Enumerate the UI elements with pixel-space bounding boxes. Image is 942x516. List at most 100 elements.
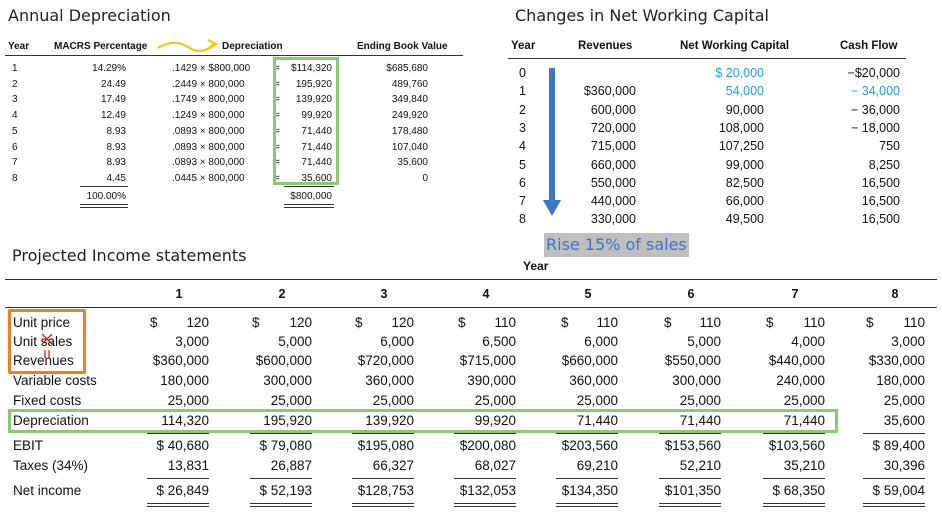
income-cell: 110 — [803, 315, 825, 330]
income-cell: $ 68,350 — [772, 483, 825, 498]
income-cell: $ 89,400 — [872, 438, 925, 453]
income-row-label: Taxes (34%) — [13, 458, 89, 473]
macrs-eq-cell: = — [274, 141, 280, 153]
depreciation-subtotal-rule — [147, 433, 209, 434]
income-row-label: Net income — [13, 483, 82, 498]
macrs-eq-cell: = — [274, 63, 280, 74]
income-cell: 69,210 — [576, 458, 618, 473]
nwc-value-cell: 107,250 — [718, 139, 764, 154]
income-cell: $720,000 — [357, 353, 414, 368]
income-year-col: 3 — [380, 287, 388, 301]
income-cell: $330,000 — [868, 353, 925, 368]
taxes-subtotal-rule — [659, 478, 721, 479]
macrs-formula-cell: .2449 × 800,000 — [172, 78, 245, 90]
macrs-ebv-cell: 349,840 — [391, 94, 428, 106]
income-cell: $600,000 — [255, 353, 312, 368]
income-year-col: 8 — [891, 287, 899, 301]
depreciation-subtotal-rule — [863, 433, 925, 434]
depreciation-row-highlight-box — [8, 409, 838, 433]
macrs-year-cell: 8 — [12, 172, 18, 184]
income-cell: $ 59,004 — [872, 483, 925, 498]
income-cell: 25,000 — [883, 393, 925, 408]
income-row-label: EBIT — [13, 438, 44, 453]
nwc-year-cell: 1 — [519, 84, 526, 99]
nwc-year-cell: 5 — [519, 157, 526, 172]
net-income-double-rule — [454, 503, 516, 507]
nwc-year-cell: 6 — [519, 175, 526, 190]
macrs-pct-cell: 4.45 — [106, 172, 126, 184]
macrs-year-cell: 4 — [12, 110, 18, 122]
depreciation-subtotal-rule — [352, 433, 414, 434]
income-year-col: 6 — [687, 287, 695, 301]
macrs-pct-cell: 8.93 — [106, 157, 126, 169]
dollar-sign: $ — [561, 315, 569, 330]
nwc-cf-cell: −$20,000 — [847, 66, 900, 80]
macrs-eq-cell: = — [274, 110, 280, 122]
nwc-title: Changes in Net Working Capital — [515, 6, 769, 25]
macrs-dep-cell: $114,320 — [291, 63, 332, 74]
income-cell: 71,440 — [576, 413, 618, 428]
macrs-ebv-cell: 35,600 — [397, 157, 428, 169]
income-row-label: Revenues — [13, 353, 74, 368]
nwc-value-cell: 82,500 — [725, 175, 764, 190]
macrs-dep-cell: 71,440 — [301, 125, 332, 137]
macrs-formula-cell: .0445 × 800,000 — [172, 172, 245, 184]
income-cell: $200,080 — [459, 438, 516, 453]
macrs-formula-cell: .1429 × $800,000 — [172, 63, 251, 74]
net-income-double-rule — [763, 503, 825, 507]
income-year-col: 2 — [278, 287, 286, 301]
income-cell: 6,500 — [482, 334, 516, 349]
macrs-pct-cell: 12.49 — [100, 110, 126, 122]
macrs-ebv-cell: 107,040 — [391, 141, 428, 153]
nwc-value-cell: 99,000 — [725, 157, 764, 172]
income-cell: 99,920 — [474, 413, 516, 428]
income-cell: $715,000 — [459, 353, 516, 368]
depreciation-subtotal-rule — [763, 433, 825, 434]
net-income-double-rule — [250, 503, 312, 507]
depreciation-subtotal-rule — [454, 433, 516, 434]
income-cell: 110 — [596, 315, 618, 330]
income-cell: $ 26,849 — [156, 483, 209, 498]
income-cell: 6,000 — [584, 334, 618, 349]
nwc-rev-cell: 660,000 — [590, 157, 636, 172]
nwc-rev-cell: 715,000 — [590, 139, 636, 154]
dollar-sign: $ — [664, 315, 672, 330]
nwc-cf-cell: 16,500 — [861, 194, 900, 209]
dollar-sign: $ — [766, 315, 774, 330]
macrs-header-pct: MACRS Percentage — [54, 41, 148, 52]
macrs-pct-cell: 17.49 — [100, 94, 126, 106]
income-cell: 180,000 — [160, 373, 209, 388]
income-top-rule — [5, 279, 937, 280]
macrs-year-cell: 7 — [12, 157, 18, 169]
nwc-cf-cell: 750 — [879, 139, 900, 154]
nwc-value-cell: 90,000 — [725, 102, 764, 117]
macrs-dep-cell: 139,920 — [295, 94, 332, 106]
income-year-label: Year — [523, 259, 549, 273]
nwc-cf-cell: 16,500 — [861, 212, 900, 227]
income-cell: $ 52,193 — [259, 483, 312, 498]
income-cell: 25,000 — [783, 393, 825, 408]
income-cell: 114,320 — [161, 413, 209, 428]
income-title: Projected Income statements — [12, 246, 247, 265]
income-cell: 25,000 — [270, 393, 312, 408]
macrs-header-dep: Depreciation — [222, 41, 283, 52]
macrs-year-cell: 1 — [12, 63, 18, 74]
macrs-formula-cell: .0893 × 800,000 — [172, 157, 245, 169]
macrs-ebv-cell: 0 — [422, 172, 428, 184]
macrs-ebv-cell: 489,760 — [391, 78, 428, 90]
macrs-eq-cell: = — [274, 172, 280, 184]
income-cell: $101,350 — [664, 483, 721, 498]
down-arrow-icon — [543, 68, 561, 216]
macrs-header-rule — [5, 55, 463, 56]
macrs-dep-cell: 195,920 — [295, 78, 332, 90]
income-cell: 390,000 — [467, 373, 516, 388]
macrs-pct-cell: 8.93 — [106, 125, 126, 137]
pct-double-rule — [80, 204, 128, 208]
income-cell: 66,327 — [372, 458, 414, 473]
macrs-year-cell: 6 — [12, 141, 18, 153]
income-cell: 300,000 — [263, 373, 312, 388]
income-cell: 30,396 — [883, 458, 925, 473]
macrs-pct-cell: 24.49 — [100, 78, 126, 90]
nwc-cf-cell: − 18,000 — [850, 120, 900, 135]
income-cell: 139,920 — [365, 413, 414, 428]
